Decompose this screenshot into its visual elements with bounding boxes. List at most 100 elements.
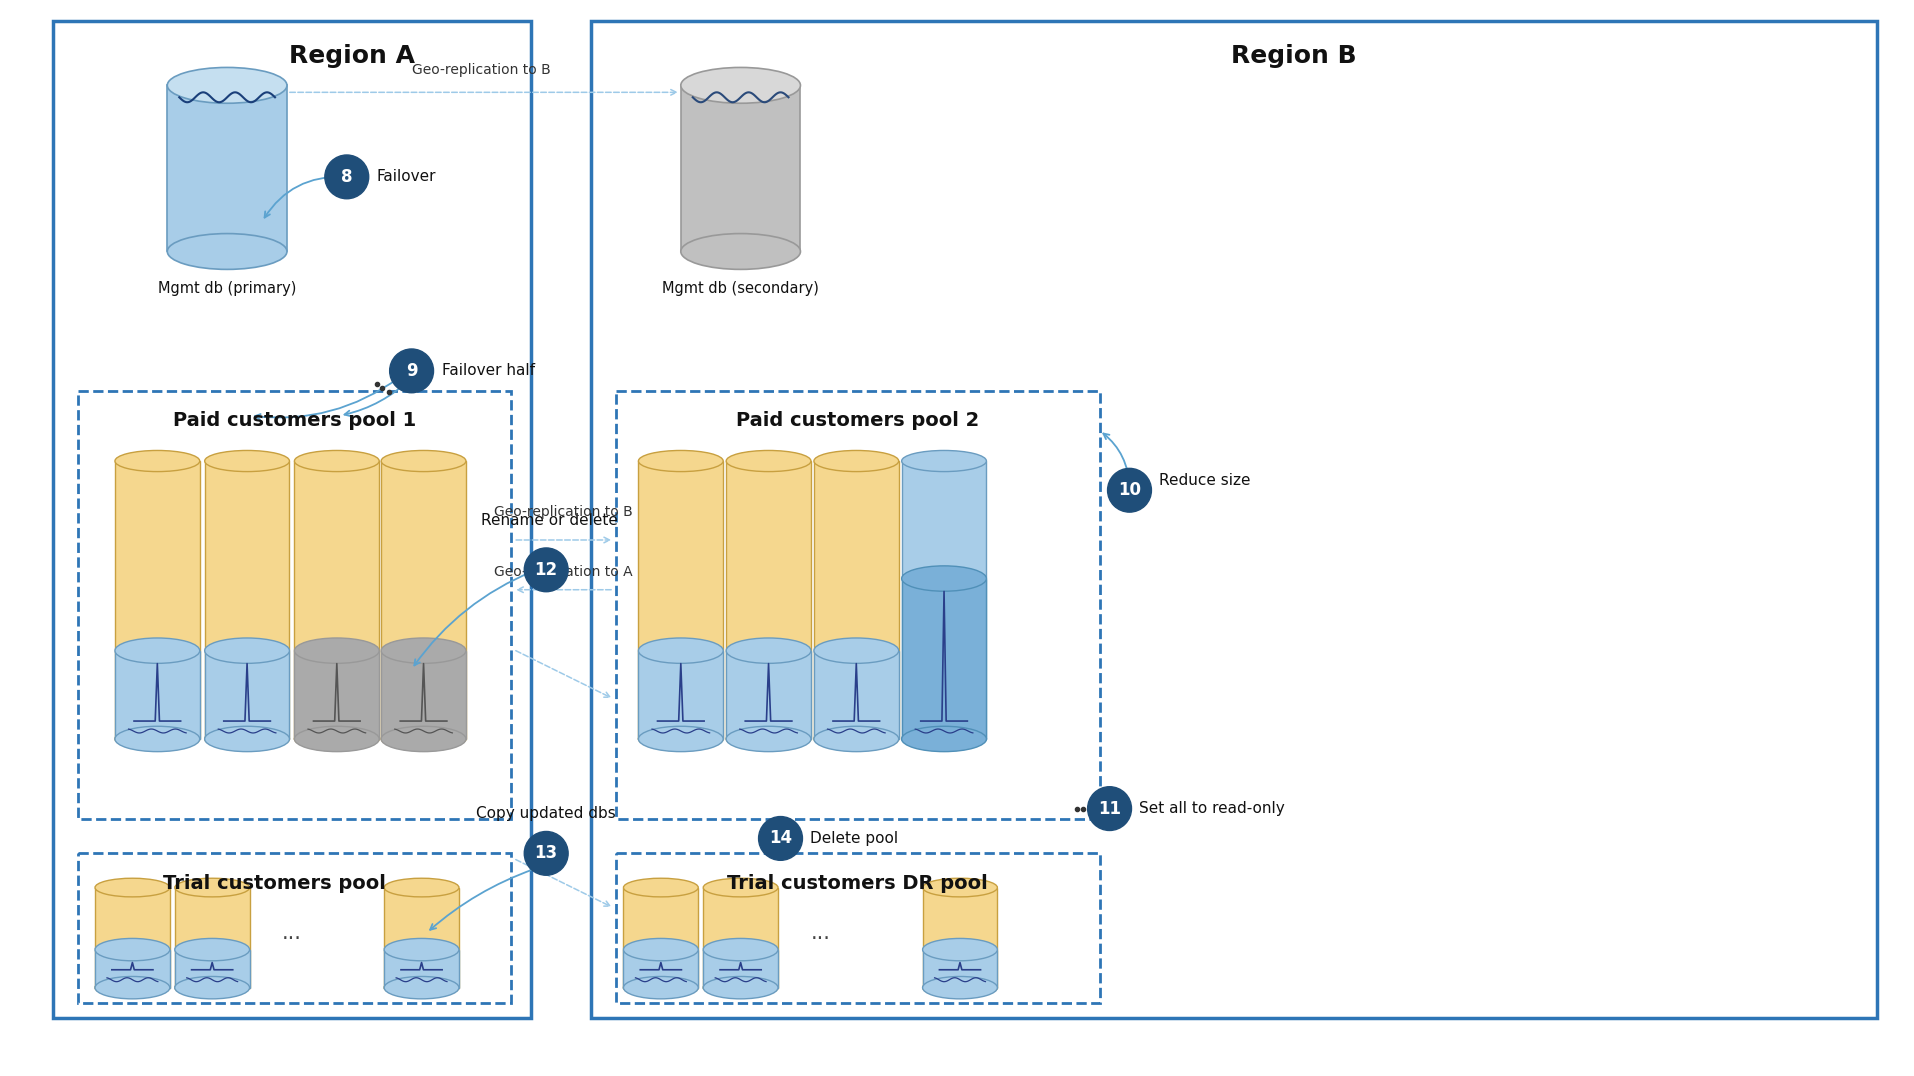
Text: Geo-replication to B: Geo-replication to B bbox=[494, 505, 632, 519]
FancyBboxPatch shape bbox=[681, 85, 800, 252]
Ellipse shape bbox=[295, 451, 379, 471]
Ellipse shape bbox=[725, 728, 810, 750]
Ellipse shape bbox=[923, 978, 997, 997]
FancyBboxPatch shape bbox=[96, 888, 170, 988]
FancyBboxPatch shape bbox=[96, 950, 170, 988]
Ellipse shape bbox=[637, 638, 723, 663]
Ellipse shape bbox=[115, 451, 199, 471]
Text: Geo-replication to A: Geo-replication to A bbox=[494, 565, 632, 579]
FancyBboxPatch shape bbox=[813, 461, 898, 739]
Ellipse shape bbox=[295, 726, 379, 752]
Ellipse shape bbox=[624, 977, 699, 999]
Ellipse shape bbox=[174, 978, 249, 997]
Text: Reduce size: Reduce size bbox=[1158, 472, 1250, 487]
FancyBboxPatch shape bbox=[637, 461, 723, 739]
Ellipse shape bbox=[205, 726, 289, 752]
Text: 11: 11 bbox=[1097, 799, 1120, 818]
Text: Paid customers pool 2: Paid customers pool 2 bbox=[735, 411, 978, 430]
Ellipse shape bbox=[637, 451, 723, 471]
Ellipse shape bbox=[167, 68, 287, 103]
FancyBboxPatch shape bbox=[381, 461, 465, 739]
Ellipse shape bbox=[813, 726, 898, 752]
Text: 10: 10 bbox=[1118, 481, 1141, 499]
FancyBboxPatch shape bbox=[205, 651, 289, 739]
Ellipse shape bbox=[725, 638, 810, 663]
Ellipse shape bbox=[96, 978, 170, 997]
Ellipse shape bbox=[923, 977, 997, 999]
FancyBboxPatch shape bbox=[725, 461, 810, 739]
FancyBboxPatch shape bbox=[901, 461, 986, 739]
Text: Set all to read-only: Set all to read-only bbox=[1139, 802, 1284, 816]
Ellipse shape bbox=[167, 233, 287, 269]
Ellipse shape bbox=[381, 726, 465, 752]
Circle shape bbox=[524, 832, 568, 875]
Ellipse shape bbox=[813, 451, 898, 471]
Ellipse shape bbox=[901, 451, 986, 471]
Ellipse shape bbox=[174, 938, 249, 961]
Ellipse shape bbox=[205, 451, 289, 471]
Ellipse shape bbox=[96, 878, 170, 897]
Text: ...: ... bbox=[281, 923, 302, 943]
Text: Paid customers pool 1: Paid customers pool 1 bbox=[172, 411, 415, 430]
FancyBboxPatch shape bbox=[205, 461, 289, 739]
FancyBboxPatch shape bbox=[702, 888, 777, 988]
Text: Rename or delete: Rename or delete bbox=[480, 512, 618, 527]
FancyBboxPatch shape bbox=[813, 651, 898, 739]
Ellipse shape bbox=[385, 878, 459, 897]
Circle shape bbox=[758, 817, 802, 861]
Ellipse shape bbox=[624, 978, 699, 997]
FancyBboxPatch shape bbox=[115, 461, 199, 739]
FancyBboxPatch shape bbox=[637, 651, 723, 739]
Text: Geo-replication to B: Geo-replication to B bbox=[412, 63, 551, 77]
FancyBboxPatch shape bbox=[295, 461, 379, 739]
Ellipse shape bbox=[702, 977, 777, 999]
FancyBboxPatch shape bbox=[923, 950, 997, 988]
Ellipse shape bbox=[624, 878, 699, 897]
Ellipse shape bbox=[813, 728, 898, 750]
FancyBboxPatch shape bbox=[295, 651, 379, 739]
FancyBboxPatch shape bbox=[167, 85, 287, 252]
Ellipse shape bbox=[901, 728, 986, 750]
Ellipse shape bbox=[901, 566, 986, 591]
Ellipse shape bbox=[381, 728, 465, 750]
Ellipse shape bbox=[681, 68, 800, 103]
Ellipse shape bbox=[96, 938, 170, 961]
FancyBboxPatch shape bbox=[174, 950, 249, 988]
FancyBboxPatch shape bbox=[923, 888, 997, 988]
Ellipse shape bbox=[624, 938, 699, 961]
FancyBboxPatch shape bbox=[725, 651, 810, 739]
Ellipse shape bbox=[174, 878, 249, 897]
Text: Failover: Failover bbox=[377, 169, 436, 184]
Ellipse shape bbox=[381, 451, 465, 471]
Ellipse shape bbox=[174, 977, 249, 999]
Text: 9: 9 bbox=[406, 362, 417, 380]
Ellipse shape bbox=[115, 638, 199, 663]
Text: Copy updated dbs: Copy updated dbs bbox=[477, 806, 616, 821]
Ellipse shape bbox=[205, 638, 289, 663]
Text: Region B: Region B bbox=[1231, 43, 1357, 68]
FancyBboxPatch shape bbox=[702, 950, 777, 988]
Ellipse shape bbox=[385, 977, 459, 999]
Ellipse shape bbox=[702, 878, 777, 897]
FancyBboxPatch shape bbox=[624, 950, 699, 988]
Text: Mgmt db (primary): Mgmt db (primary) bbox=[157, 281, 297, 296]
Ellipse shape bbox=[813, 638, 898, 663]
Text: Delete pool: Delete pool bbox=[810, 831, 898, 846]
Ellipse shape bbox=[923, 938, 997, 961]
Text: Mgmt db (secondary): Mgmt db (secondary) bbox=[662, 281, 819, 296]
Ellipse shape bbox=[385, 938, 459, 961]
Ellipse shape bbox=[115, 728, 199, 750]
Circle shape bbox=[1106, 468, 1150, 512]
FancyBboxPatch shape bbox=[385, 950, 459, 988]
FancyBboxPatch shape bbox=[901, 579, 986, 739]
FancyBboxPatch shape bbox=[174, 888, 249, 988]
Ellipse shape bbox=[725, 726, 810, 752]
Text: Region A: Region A bbox=[289, 43, 415, 68]
Text: Trial customers pool: Trial customers pool bbox=[163, 874, 387, 893]
Ellipse shape bbox=[295, 728, 379, 750]
Text: 14: 14 bbox=[769, 830, 792, 848]
Circle shape bbox=[389, 349, 433, 393]
Ellipse shape bbox=[295, 638, 379, 663]
Ellipse shape bbox=[637, 728, 723, 750]
Ellipse shape bbox=[205, 728, 289, 750]
